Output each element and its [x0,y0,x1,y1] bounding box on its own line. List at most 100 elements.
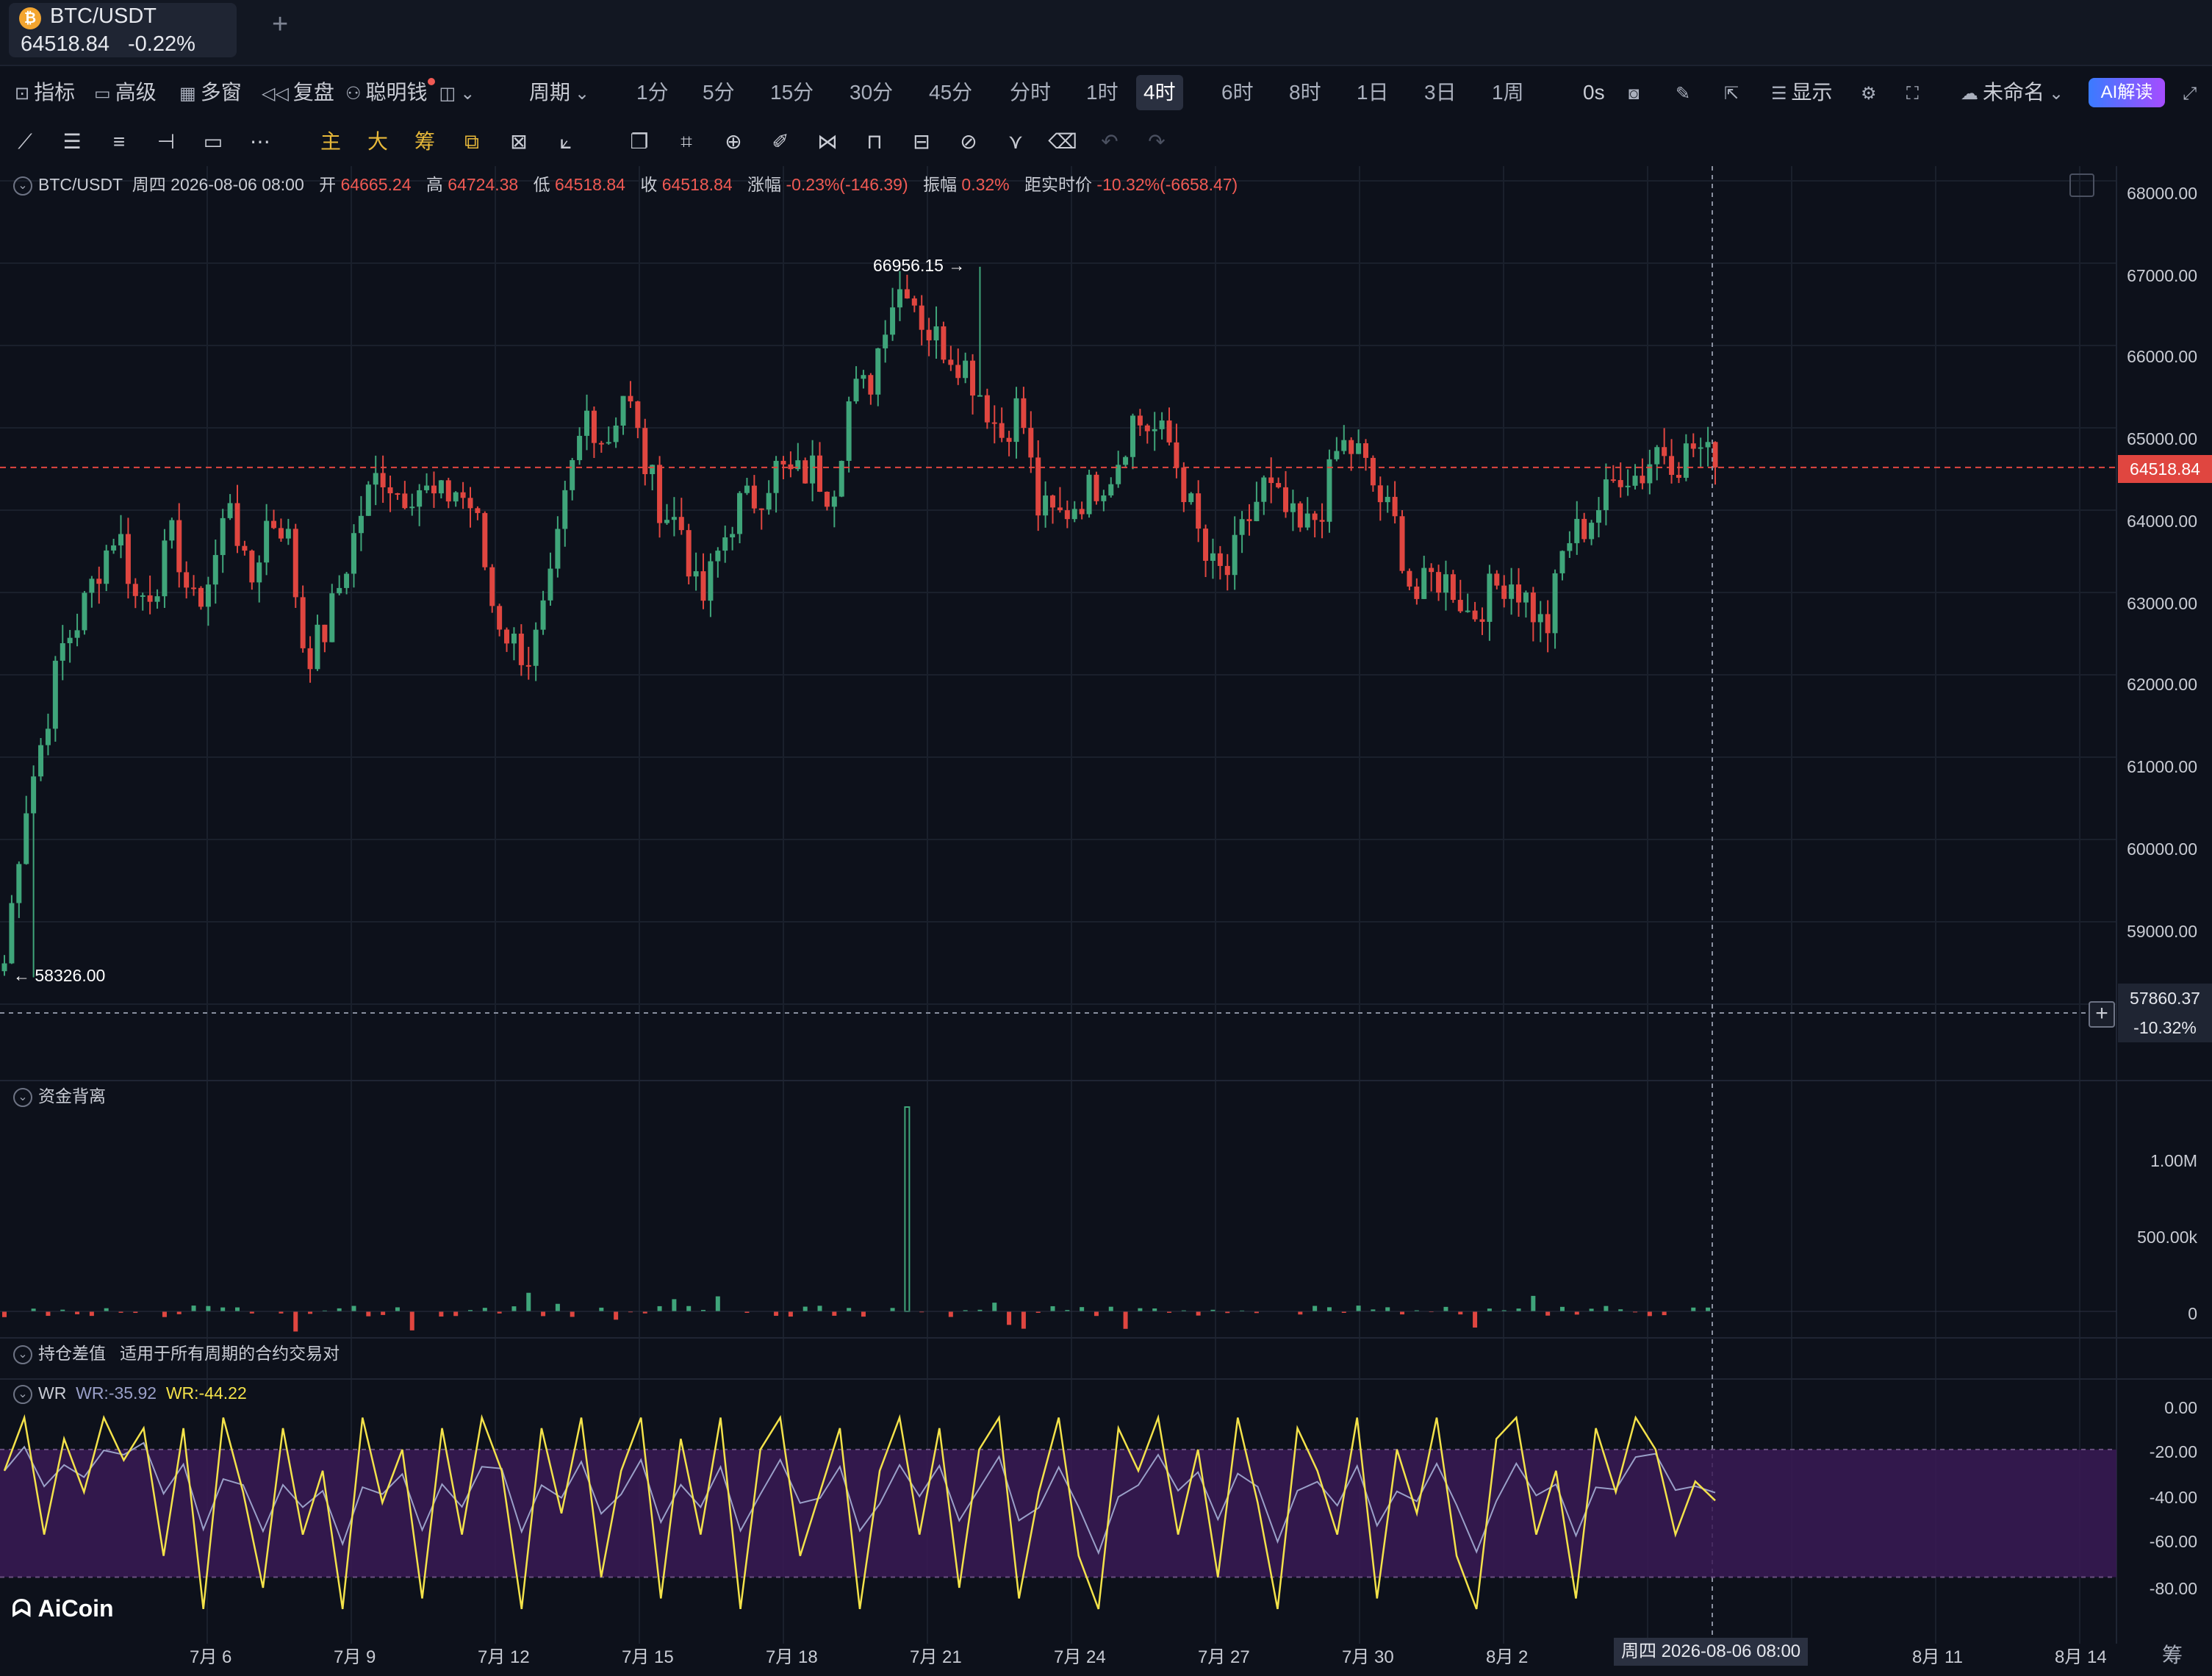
candle-body [1362,443,1368,458]
candle-body [1669,456,1675,476]
compare-icon[interactable]: ⊠ [510,130,528,153]
fund-bar [1021,1311,1026,1329]
collapse-chevron-icon[interactable]: ⌄ [13,1344,32,1364]
filter-icon[interactable]: ⋎ [1008,130,1024,153]
indicator-button[interactable]: ⊡ 指标 [15,71,75,115]
layout-name-button[interactable]: ☁ 未命名 ⌄ [1961,71,2068,115]
candle-body [715,551,721,562]
multi-window-button[interactable]: ▦ 多窗 [179,71,242,115]
candle-body [96,579,102,584]
fund-bar [1050,1306,1055,1311]
trend-line-icon[interactable]: ⟋ [18,130,32,153]
brush-icon[interactable]: ✐ [772,130,789,153]
expand-icon[interactable]: ⤢ [2183,84,2197,104]
candle-body [1035,457,1041,516]
restore-scale-icon[interactable] [2069,173,2094,197]
main-force-button[interactable]: 主 [320,130,341,153]
chip-button[interactable]: 筹 [414,130,435,153]
candle-body [1334,451,1340,459]
zoom-icon[interactable]: ⊕ [725,130,742,153]
edit-icon[interactable]: ⊟ [913,130,930,153]
settings-icon[interactable]: ⚙ [1861,84,1877,104]
fund-bar [963,1310,968,1311]
period-3[interactable]: 30分 [850,81,894,104]
link-icon[interactable]: ⊘ [960,130,977,153]
fund-bar [1400,1311,1405,1315]
period-2[interactable]: 15分 [770,81,814,104]
candle-body [817,455,823,492]
candle-body [111,545,117,551]
period-1[interactable]: 5分 [703,81,735,104]
candle-body [664,520,669,523]
candle-body [1632,476,1638,486]
ai-interpret-button[interactable]: AI解读 [2089,78,2165,107]
candle-body [1188,493,1194,503]
camera-icon[interactable]: ◙ [1629,84,1640,104]
candle-body [890,307,896,335]
period-4[interactable]: 45分 [929,81,973,104]
trash-icon[interactable]: ⌫ [1048,130,1077,153]
add-tab-button[interactable]: + [272,9,289,40]
candle-body [504,629,510,644]
period-7[interactable]: 4时 [1136,75,1183,110]
redo-icon[interactable]: ↷ [1148,130,1166,153]
ruler-icon[interactable]: ⌗ [681,130,692,153]
period-12[interactable]: 1周 [1492,81,1524,104]
period-5[interactable]: 分时 [1010,81,1052,104]
period-10[interactable]: 1日 [1357,81,1389,104]
add-alert-button[interactable]: + [2089,1001,2115,1028]
time-axis-label: 7月 30 [1342,1647,1394,1667]
horizontal-lines-icon[interactable]: ☰ [62,130,82,153]
fund-bar [1385,1307,1390,1311]
candle-body [525,665,531,667]
replay-button[interactable]: ◁◁ 复盘 [262,71,334,115]
collapse-chevron-icon[interactable]: ⌄ [13,1087,32,1107]
chart-canvas[interactable] [0,166,2212,1676]
fullscreen-icon[interactable]: ⛶ [1906,84,1919,104]
period-menu[interactable]: 周期 ⌄ [529,71,594,115]
more-dots-icon[interactable]: ⋯ [250,130,270,153]
advanced-button[interactable]: ▭ 高级 [94,71,157,115]
pencil-icon[interactable]: ✎ [1676,84,1691,104]
time-axis-label: 7月 15 [622,1647,674,1667]
magnet-icon[interactable]: ⋈ [817,130,838,153]
overlay-icon[interactable]: ⧉ [464,130,479,153]
period-6[interactable]: 1时 [1086,81,1118,104]
candle-body [176,520,182,573]
lock-icon[interactable]: ⊓ [866,130,883,153]
candle-body [31,776,37,814]
candle-body [220,518,226,556]
candle-body [1654,447,1660,465]
fund-bar [1371,1309,1376,1311]
candle-body [82,592,87,631]
fund-bar [409,1311,414,1331]
parallel-lines-icon[interactable]: ≡ [112,130,126,153]
candle-body [650,465,656,475]
fund-bar [788,1311,793,1317]
fund-bar [1326,1307,1332,1311]
undo-icon[interactable]: ↶ [1101,130,1118,153]
rectangle-icon[interactable]: ▭ [203,130,223,153]
measure-icon[interactable]: ⟀ [559,130,572,153]
big-order-button[interactable]: 大 [367,130,388,153]
period-9[interactable]: 8时 [1289,81,1321,104]
fund-bar [1065,1310,1070,1311]
candle-body [1057,507,1063,511]
smart-money-button[interactable]: ⚇ 聪明钱 ◫ ⌄ [345,71,479,115]
share-icon[interactable]: ⇱ [1724,84,1739,104]
collapse-chevron-icon[interactable]: ⌄ [13,1384,32,1404]
chip-corner-button[interactable]: 筹 [2162,1644,2183,1666]
period-11[interactable]: 3日 [1424,81,1457,104]
period-0[interactable]: 1分 [636,81,669,104]
time-axis-label: 8月 2 [1486,1647,1529,1667]
collapse-chevron-icon[interactable]: ⌄ [13,176,32,196]
candle-body [1261,477,1267,502]
candle-body [1239,519,1245,535]
copy-icon[interactable]: ❐ [630,130,649,153]
candle-body [1676,475,1681,478]
period-8[interactable]: 6时 [1221,81,1254,104]
display-button[interactable]: ☰ 显示 [1771,71,1833,115]
horizontal-ray-icon[interactable]: ⊣ [157,130,176,153]
symbol-tab[interactable]: ₿ BTC/USDT 64518.84 -0.22% [9,3,237,57]
low-marker: ← 58326.00 [13,966,106,985]
